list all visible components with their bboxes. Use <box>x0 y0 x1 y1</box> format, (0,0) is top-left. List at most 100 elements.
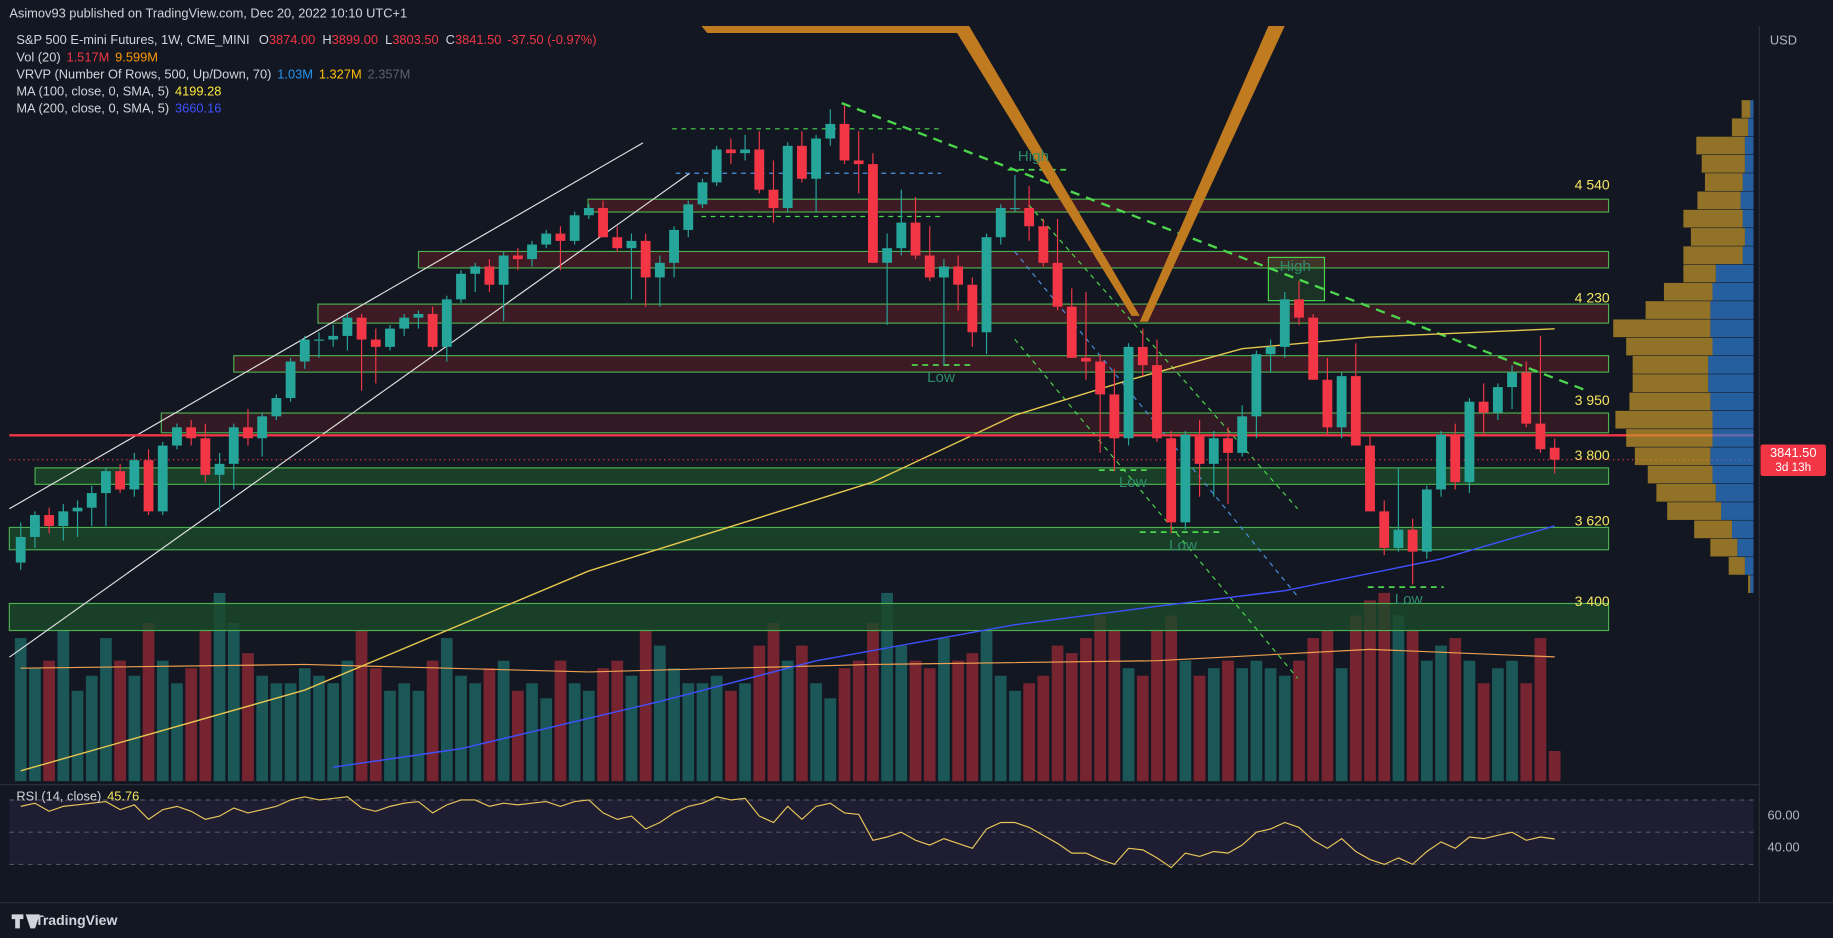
volume-bar <box>1250 660 1263 782</box>
vrvp-up <box>1748 118 1754 137</box>
volume-bar <box>384 690 396 782</box>
volume-bar <box>511 690 524 782</box>
candle-body <box>1492 387 1503 413</box>
channel-line <box>9 172 691 658</box>
volume-bar <box>284 683 297 782</box>
volume-bar <box>1406 630 1419 782</box>
vrvp-down <box>1626 337 1713 356</box>
candle-body <box>299 339 310 362</box>
candle-body <box>910 222 921 256</box>
candle-body <box>768 189 779 208</box>
volume-bar <box>1207 668 1220 782</box>
annotation: High <box>1280 258 1311 275</box>
volume-bar <box>980 630 993 782</box>
vrvp-down <box>1697 191 1741 210</box>
vrvp-up <box>1731 520 1754 539</box>
volume-bar <box>696 683 709 782</box>
candle-body <box>285 361 296 399</box>
candle-body <box>44 515 55 526</box>
volume-bar <box>14 638 27 782</box>
volume-bar <box>1222 660 1234 782</box>
brand: TradingView <box>11 912 117 929</box>
candle-body <box>1521 372 1532 424</box>
candle-body <box>1450 434 1461 483</box>
vrvp-up <box>1710 301 1754 319</box>
candle-body <box>72 507 83 512</box>
ohlc-legend: S&P 500 E-mini Futures, 1W, CME_MINI O387… <box>16 33 596 48</box>
candle-body <box>1095 361 1106 395</box>
volume-bar <box>1378 592 1391 782</box>
volume-bar <box>625 675 638 782</box>
candle-body <box>1152 365 1162 439</box>
vrvp-up <box>1708 374 1754 392</box>
candle-body <box>470 266 481 274</box>
candle-body <box>257 416 268 439</box>
candle-body <box>939 266 949 278</box>
vrvp-up <box>1740 191 1754 210</box>
volume-bar <box>227 623 240 782</box>
volume-bar <box>881 592 893 782</box>
volume-bar <box>895 645 908 782</box>
vrvp-up <box>1712 282 1754 301</box>
candle-body <box>1507 372 1517 388</box>
volume-bar <box>1435 645 1447 782</box>
zone-label: 3 800 <box>1575 447 1610 463</box>
indicator-value: 1.327M <box>319 67 362 82</box>
candle-body <box>583 207 594 216</box>
candle-body <box>314 339 324 341</box>
zone <box>160 412 1610 434</box>
trend-line <box>841 102 1591 393</box>
rsi-legend: RSI (14, close) 45.76 <box>16 789 139 804</box>
countdown: 3d 13h <box>1775 461 1811 474</box>
candle-body <box>370 339 381 347</box>
vrvp-up <box>1750 100 1754 118</box>
indicator-name: VRVP (Number Of Rows, 500, Up/Down, 70) <box>16 67 271 82</box>
volume-bar <box>1009 690 1021 782</box>
volume-bar <box>355 630 368 782</box>
volume-bar <box>611 660 624 782</box>
indicator-name: Vol (20) <box>16 50 60 65</box>
vrvp-down <box>1728 557 1745 575</box>
candle-body <box>796 145 807 179</box>
candle-body <box>697 182 708 205</box>
vrvp-down <box>1731 118 1749 137</box>
volume-bar <box>540 698 553 782</box>
volume-bar <box>242 653 254 782</box>
volume-bar <box>1023 683 1035 782</box>
volume-bar <box>1065 653 1078 782</box>
vrvp-up <box>1715 483 1754 502</box>
annotation: Low <box>927 369 955 386</box>
candle-body <box>1081 357 1091 362</box>
candle-body <box>995 207 1006 238</box>
volume-bar <box>185 668 197 782</box>
candle-body <box>385 328 395 347</box>
indicator-value: 1.517M <box>66 50 109 65</box>
annotation: Low <box>1119 474 1147 491</box>
volume-bar <box>497 660 510 782</box>
candle-body <box>484 266 495 285</box>
vrvp-down <box>1748 575 1751 594</box>
candle-body <box>811 138 822 179</box>
vrvp-down <box>1663 282 1713 301</box>
candle-body <box>1180 434 1191 523</box>
ohlc-key: C <box>446 33 455 48</box>
vrvp-down <box>1632 356 1709 374</box>
volume-bar <box>213 592 226 782</box>
candle-body <box>527 244 537 260</box>
vrvp-down <box>1741 100 1751 118</box>
vrvp-down <box>1656 483 1716 502</box>
volume-bar <box>71 690 84 782</box>
candle-body <box>243 427 253 439</box>
volume-bar <box>398 683 411 782</box>
volume-bar <box>1037 675 1050 782</box>
vrvp-up <box>1712 410 1754 429</box>
volume-bar <box>1420 660 1433 782</box>
volume-bar <box>923 668 936 782</box>
volume-bar <box>29 668 41 782</box>
candle-body <box>555 233 566 241</box>
candle-body <box>1194 434 1205 464</box>
wedge <box>952 25 1140 316</box>
volume-bar <box>128 675 141 782</box>
vrvp-up <box>1715 264 1754 283</box>
vrvp-up <box>1721 502 1754 520</box>
